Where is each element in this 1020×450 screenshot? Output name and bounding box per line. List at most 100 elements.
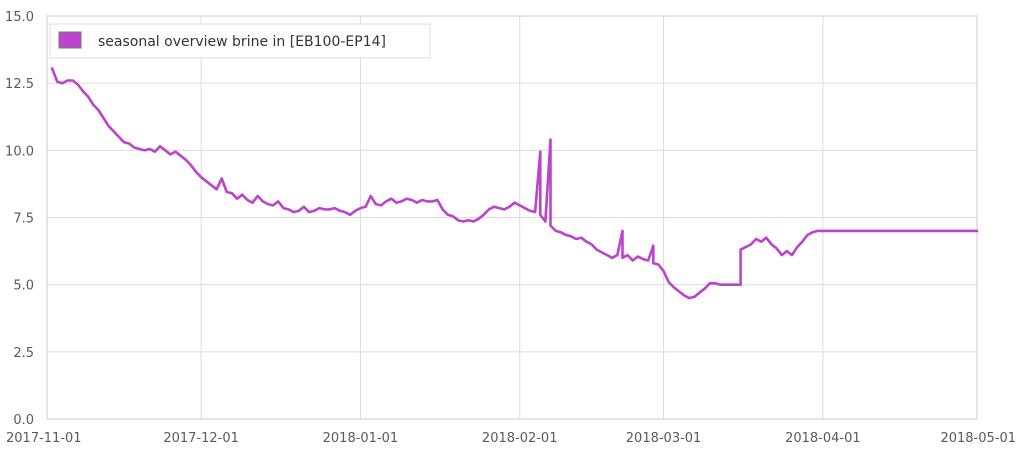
x-tick-label: 2018-04-01: [785, 431, 861, 446]
data-point: [395, 201, 398, 204]
data-point: [369, 195, 372, 197]
data-point: [503, 208, 506, 211]
data-point: [606, 254, 608, 256]
data-point: [529, 209, 531, 212]
data-point: [297, 209, 300, 212]
data-point: [323, 208, 326, 211]
legend: seasonal overview brine in [EB100-EP14]: [49, 23, 431, 59]
data-point: [92, 103, 95, 106]
data-point: [770, 243, 773, 246]
data-point: [364, 205, 367, 208]
data-point: [775, 247, 778, 250]
data-point: [570, 235, 572, 238]
data-point: [755, 238, 757, 240]
axes: 0.0 2.5 5.0 7.5 10.0 12.5 15.0 2017-11-01 2017-1…: [5, 10, 1016, 446]
data-point: [231, 192, 233, 195]
y-tick-label: 2.5: [13, 346, 34, 361]
data-point: [51, 67, 53, 70]
data-point: [780, 254, 783, 256]
data-point: [205, 180, 208, 183]
data-point: [662, 270, 665, 273]
data-point: [580, 236, 583, 239]
data-point: [801, 240, 804, 243]
data-point: [308, 211, 310, 214]
data-point: [261, 200, 264, 203]
data-point: [251, 201, 254, 204]
data-point: [87, 95, 89, 98]
x-tick-label: 2017-11-01: [6, 431, 82, 446]
data-point: [405, 197, 408, 200]
data-point: [426, 200, 429, 203]
plot-frame: [46, 15, 978, 420]
data-point: [544, 220, 547, 223]
data-point: [354, 209, 357, 212]
y-tick-label: 15.0: [5, 10, 34, 25]
data-point: [138, 148, 141, 150]
data-point: [467, 219, 470, 222]
legend-box: [49, 23, 431, 59]
data-point: [112, 130, 115, 133]
data-point: [349, 213, 351, 216]
data-point: [703, 287, 706, 290]
data-point: [246, 199, 249, 201]
data-point: [344, 211, 346, 214]
data-point: [631, 259, 634, 262]
data-point: [339, 209, 341, 212]
data-point: [601, 251, 603, 254]
legend-swatch: [58, 31, 82, 49]
data-point: [739, 248, 742, 251]
data-point: [436, 199, 439, 201]
data-point: [554, 230, 557, 232]
series-line: [50, 67, 979, 300]
data-point: [559, 231, 562, 234]
data-point: [683, 294, 685, 297]
x-tick-label: 2017-12-01: [163, 431, 239, 446]
data-point: [272, 204, 274, 207]
data-point: [154, 150, 156, 153]
legend-label: seasonal overview brine in [EB100-EP14]: [98, 34, 386, 50]
data-point: [673, 286, 675, 289]
data-point: [313, 209, 316, 212]
y-tick-label: 7.5: [13, 212, 34, 227]
data-point: [811, 231, 814, 234]
data-point: [513, 201, 516, 204]
data-point: [652, 262, 655, 265]
y-tick-label: 5.0: [13, 279, 34, 294]
data-point: [652, 244, 655, 247]
data-point: [236, 197, 239, 200]
data-point: [241, 193, 244, 196]
y-tick-label: 10.0: [5, 144, 34, 159]
data-point: [508, 205, 511, 208]
data-point: [385, 200, 387, 203]
data-point: [786, 250, 788, 253]
data-point: [698, 291, 701, 294]
data-point: [549, 224, 552, 227]
data-point: [374, 203, 377, 206]
data-point: [457, 219, 459, 222]
data-point: [534, 211, 536, 214]
y-tick-label: 0.0: [13, 413, 34, 428]
data-point: [318, 207, 321, 210]
data-point: [71, 79, 74, 82]
data-point: [482, 213, 485, 216]
data-point: [380, 204, 382, 207]
y-tick-label: 12.5: [5, 77, 34, 92]
data-point: [102, 117, 105, 119]
data-point: [390, 197, 393, 200]
data-point: [585, 240, 588, 243]
data-point: [816, 230, 819, 232]
data-point: [303, 205, 305, 208]
data-point: [678, 290, 680, 293]
data-point: [477, 217, 480, 220]
data-point: [472, 220, 475, 223]
data-point: [523, 207, 526, 210]
data-point: [143, 149, 146, 152]
data-point: [539, 213, 542, 216]
data-point: [441, 208, 444, 211]
data-point: [107, 125, 110, 128]
data-point: [616, 254, 619, 256]
data-point: [56, 80, 59, 83]
data-point: [462, 220, 465, 223]
data-point: [575, 238, 578, 240]
data-point: [493, 205, 495, 208]
